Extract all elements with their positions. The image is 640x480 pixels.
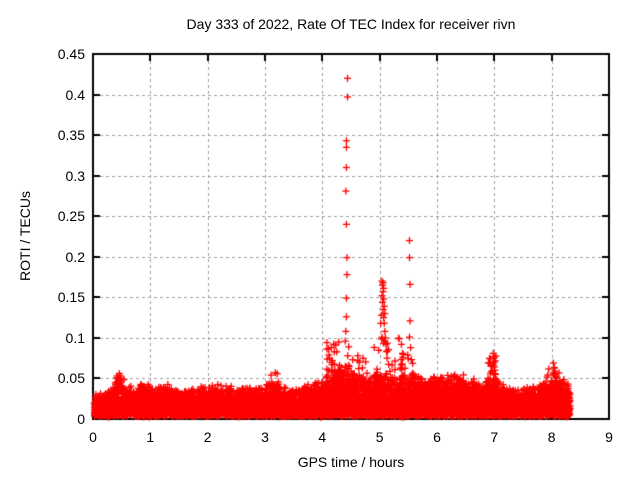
x-tick-label-2: 2 [203,429,212,445]
chart-title: Day 333 of 2022, Rate Of TEC Index for r… [186,16,516,32]
x-tick-label-3: 3 [261,429,269,445]
y-tick-label-0.3: 0.3 [65,167,85,184]
y-tick-label-0.45: 0.45 [57,46,85,62]
y-tick-label-0.4: 0.4 [65,86,85,103]
x-axis-label: GPS time / hours [297,454,405,470]
y-tick-label-0.35: 0.35 [57,127,85,144]
x-tick-label-5: 5 [375,429,384,445]
x-tick-label-7: 7 [490,429,499,445]
y-tick-label-0.05: 0.05 [57,370,85,387]
y-axis-label: ROTI / TECUs [17,191,33,281]
x-tick-label-4: 4 [318,429,327,445]
y-tick-label-0: 0 [77,411,85,427]
y-tick-label-0.1: 0.1 [65,329,85,346]
x-tick-label-0: 0 [89,429,97,445]
x-tick-label-1: 1 [146,429,155,445]
x-tick-label-9: 9 [605,429,613,445]
y-tick-label-0.2: 0.2 [65,248,85,265]
y-tick-label-0.15: 0.15 [57,289,85,306]
x-tick-label-8: 8 [547,429,556,445]
y-tick-label-0.25: 0.25 [57,208,85,225]
x-tick-label-6: 6 [433,429,441,445]
